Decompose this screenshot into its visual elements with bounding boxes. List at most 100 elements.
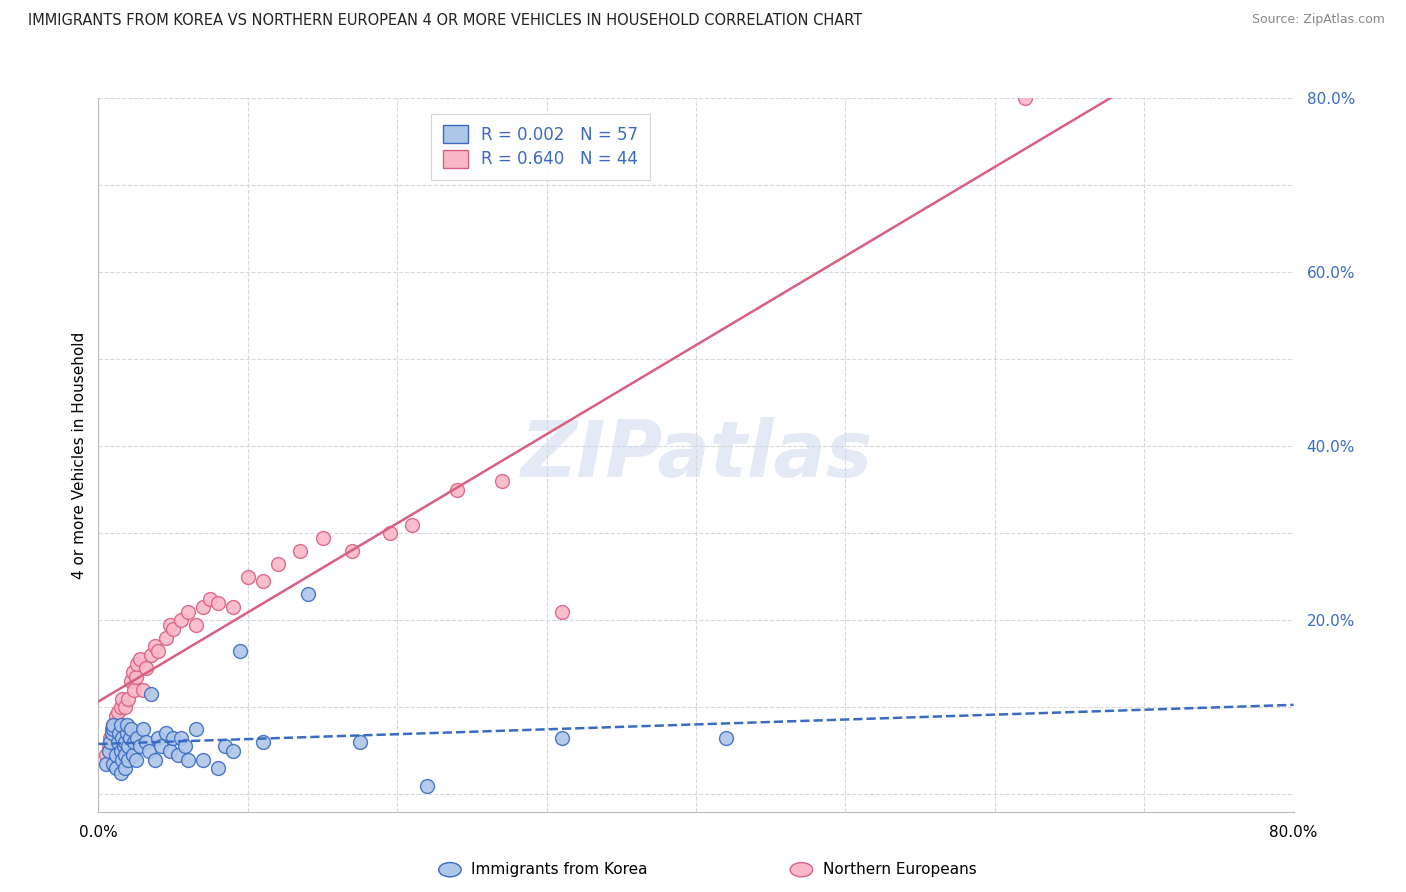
Point [117,739,139,754]
Point [111,752,134,766]
Point [110,765,132,780]
Point [184,722,207,736]
Point [184,617,207,632]
Point [103,756,125,771]
Point [135,735,157,749]
Point [107,705,129,719]
Point [139,687,162,701]
Point [139,648,162,662]
Point [125,670,148,684]
Point [143,640,166,654]
Point [120,722,142,736]
Point [121,665,143,680]
Point [112,739,135,754]
Point [550,731,572,745]
Point [159,744,181,758]
Point [129,652,152,666]
Point [174,739,197,754]
Point [114,748,136,763]
Point [132,682,155,697]
Point [138,744,160,758]
Point [114,761,136,775]
Point [222,744,245,758]
Point [222,600,245,615]
Point [101,722,124,736]
Point [252,574,274,588]
Point [97,744,120,758]
Text: ZIPatlas: ZIPatlas [520,417,872,493]
Legend: R = 0.002   N = 57, R = 0.640   N = 44: R = 0.002 N = 57, R = 0.640 N = 44 [432,113,650,180]
Point [311,531,333,545]
Point [132,722,155,736]
Point [125,752,148,766]
Text: Immigrants from Korea: Immigrants from Korea [471,863,648,877]
Point [150,739,173,754]
Point [105,748,128,763]
Point [155,631,177,645]
Point [378,526,401,541]
Point [120,674,142,689]
Point [159,617,181,632]
Point [103,717,125,731]
Text: IMMIGRANTS FROM KOREA VS NORTHERN EUROPEAN 4 OR MORE VEHICLES IN HOUSEHOLD CORRE: IMMIGRANTS FROM KOREA VS NORTHERN EUROPE… [28,13,862,29]
Point [401,517,423,532]
Point [110,717,132,731]
Point [121,748,143,763]
Text: Source: ZipAtlas.com: Source: ZipAtlas.com [1251,13,1385,27]
Point [94,748,117,763]
Point [127,657,149,671]
Point [162,622,184,636]
Point [200,591,222,606]
Point [97,739,120,754]
Point [229,644,252,658]
Point [124,735,146,749]
Y-axis label: 4 or more Vehicles in Household: 4 or more Vehicles in Household [72,331,87,579]
Point [214,739,236,754]
Point [491,474,513,488]
Point [288,543,311,558]
Point [124,682,146,697]
Point [111,691,134,706]
Text: Northern Europeans: Northern Europeans [823,863,976,877]
Point [267,557,290,571]
Point [177,605,200,619]
Point [101,726,124,740]
Point [143,752,166,766]
Point [107,735,129,749]
Point [550,605,572,619]
Point [105,709,128,723]
Point [115,726,138,740]
Point [117,691,139,706]
Point [166,748,188,763]
Point [169,731,191,745]
Point [118,731,141,745]
Point [169,613,191,627]
Point [108,726,131,740]
Point [103,722,125,736]
Point [416,779,439,793]
Point [191,600,214,615]
Point [127,731,149,745]
Point [114,735,136,749]
Point [129,739,152,754]
Point [148,731,170,745]
Point [1014,91,1036,105]
Point [111,731,134,745]
Point [162,731,184,745]
Point [148,644,170,658]
Point [105,761,128,775]
Point [135,661,157,675]
Point [252,735,274,749]
Point [714,731,737,745]
Point [110,700,132,714]
Point [446,483,468,497]
Point [94,756,117,771]
Point [100,731,122,745]
Point [100,735,122,749]
Point [115,717,138,731]
Point [155,726,177,740]
Point [117,752,139,766]
Point [349,735,371,749]
Point [297,587,319,601]
Point [191,752,214,766]
